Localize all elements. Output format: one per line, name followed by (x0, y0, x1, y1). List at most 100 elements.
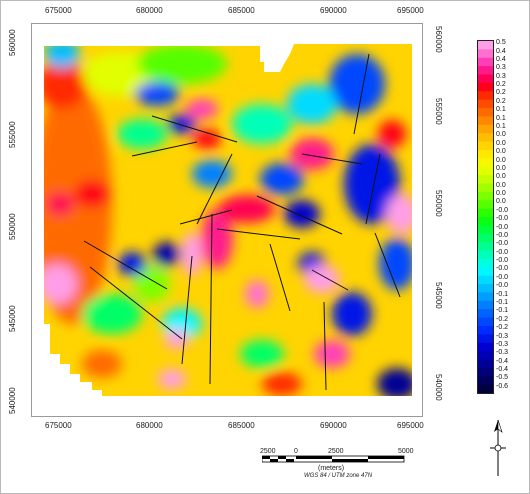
y-tick-right: 550000 (434, 190, 443, 217)
legend-swatch (478, 191, 493, 201)
x-tick-bottom: 695000 (397, 421, 424, 430)
legend-swatch (478, 284, 493, 293)
legend-label: -0.4 (496, 366, 509, 374)
legend-label: 0.1 (496, 114, 506, 122)
projection-label: WGS 84 / UTM zone 47N (304, 473, 373, 479)
legend-label: 0.1 (496, 106, 506, 114)
legend-swatch (478, 317, 493, 327)
y-tick-left: 545000 (8, 305, 17, 332)
legend-label: -0.2 (496, 315, 509, 323)
legend-swatch (478, 133, 493, 143)
y-tick-right: 540000 (434, 374, 443, 401)
legend-swatch (478, 166, 493, 176)
y-tick-left: 560000 (8, 29, 17, 56)
x-tick-bottom: 680000 (136, 421, 163, 430)
legend-swatch (478, 49, 493, 59)
north-arrow-icon (490, 419, 506, 476)
legend-swatch (478, 267, 493, 277)
legend-label: -0.0 (496, 282, 509, 290)
legend-swatch (478, 82, 493, 92)
legend-label: -0.4 (496, 357, 509, 365)
legend-label: 0.0 (496, 173, 506, 181)
legend-label: -0.0 (496, 223, 509, 231)
legend-swatch (478, 359, 493, 369)
legend-swatch (478, 208, 493, 218)
scale-tick: 2500 (260, 448, 276, 455)
legend-label: 0.0 (496, 156, 506, 164)
legend-label: -0.0 (496, 215, 509, 223)
legend-swatch (478, 217, 493, 226)
legend-swatch (478, 57, 493, 67)
legend-swatch (478, 300, 493, 310)
x-tick-top: 685000 (228, 6, 255, 15)
legend-swatch (478, 242, 493, 252)
x-tick-top: 680000 (136, 6, 163, 15)
legend-swatch (478, 74, 493, 84)
legend-label: -0.0 (496, 257, 509, 265)
legend-swatch (478, 149, 493, 159)
legend-swatch (478, 275, 493, 285)
map-frame (31, 23, 423, 417)
scale-tick: 0 (294, 448, 298, 455)
legend-label: -0.2 (496, 324, 509, 332)
legend-label: -0.6 (496, 382, 509, 390)
legend-label: 0.0 (496, 190, 506, 198)
y-tick-right: 560000 (434, 26, 443, 53)
legend-label: -0.3 (496, 349, 509, 357)
legend-label: 0.0 (496, 131, 506, 139)
legend-swatch (478, 108, 493, 117)
scale-tick: 2500 (328, 448, 344, 455)
x-tick-top: 690000 (320, 6, 347, 15)
legend-swatch (478, 325, 493, 335)
x-tick-top: 695000 (397, 6, 424, 15)
legend-swatch (478, 258, 493, 268)
legend-swatch (478, 99, 493, 109)
x-tick-bottom: 685000 (228, 421, 255, 430)
lineaments (83, 53, 401, 391)
legend-label: 0.1 (496, 123, 506, 130)
legend-swatch (478, 342, 493, 352)
legend-label: -0.1 (496, 307, 509, 315)
legend-label: 0.0 (496, 139, 506, 147)
legend-swatch (478, 384, 493, 393)
legend-label: -0.0 (496, 231, 509, 239)
legend-label: 0.4 (496, 55, 506, 63)
legend-swatch (478, 351, 493, 360)
legend-swatch (478, 175, 493, 184)
legend-swatch (478, 334, 493, 344)
legend-label: -0.1 (496, 299, 509, 306)
legend-label: -0.0 (496, 240, 509, 248)
legend-swatch (478, 250, 493, 260)
legend-label: -0.0 (496, 248, 509, 256)
legend-label: 0.4 (496, 47, 506, 55)
y-tick-left: 550000 (8, 213, 17, 240)
legend-label: -0.1 (496, 290, 509, 298)
legend-swatch (478, 200, 493, 210)
legend-swatch (478, 158, 493, 168)
legend-label: -0.3 (496, 340, 509, 348)
scale-tick: 5000 (398, 448, 414, 455)
color-legend-bar (477, 40, 494, 394)
legend-label: -0.0 (496, 273, 509, 281)
y-tick-left: 540000 (8, 387, 17, 414)
legend-swatch (478, 91, 493, 101)
x-tick-bottom: 675000 (45, 421, 72, 430)
legend-swatch (478, 116, 493, 126)
legend-label: -0.5 (496, 374, 509, 382)
anomaly-map[interactable] (32, 24, 422, 416)
legend-label: 0.2 (496, 97, 506, 105)
legend-label: 0.5 (496, 39, 506, 47)
scale-unit: (meters) (318, 465, 345, 472)
legend-label: 0.2 (496, 89, 506, 97)
legend-swatch (478, 41, 493, 50)
legend-swatch (478, 367, 493, 377)
legend-label: 0.0 (496, 148, 506, 156)
legend-label: 0.0 (496, 181, 506, 189)
legend-label: 0.0 (496, 198, 506, 206)
x-tick-bottom: 690000 (320, 421, 347, 430)
x-tick-top: 675000 (45, 6, 72, 15)
legend-swatch (478, 183, 493, 193)
legend-swatch (478, 66, 493, 76)
legend-label: -0.3 (496, 332, 509, 340)
legend-swatch (478, 141, 493, 151)
